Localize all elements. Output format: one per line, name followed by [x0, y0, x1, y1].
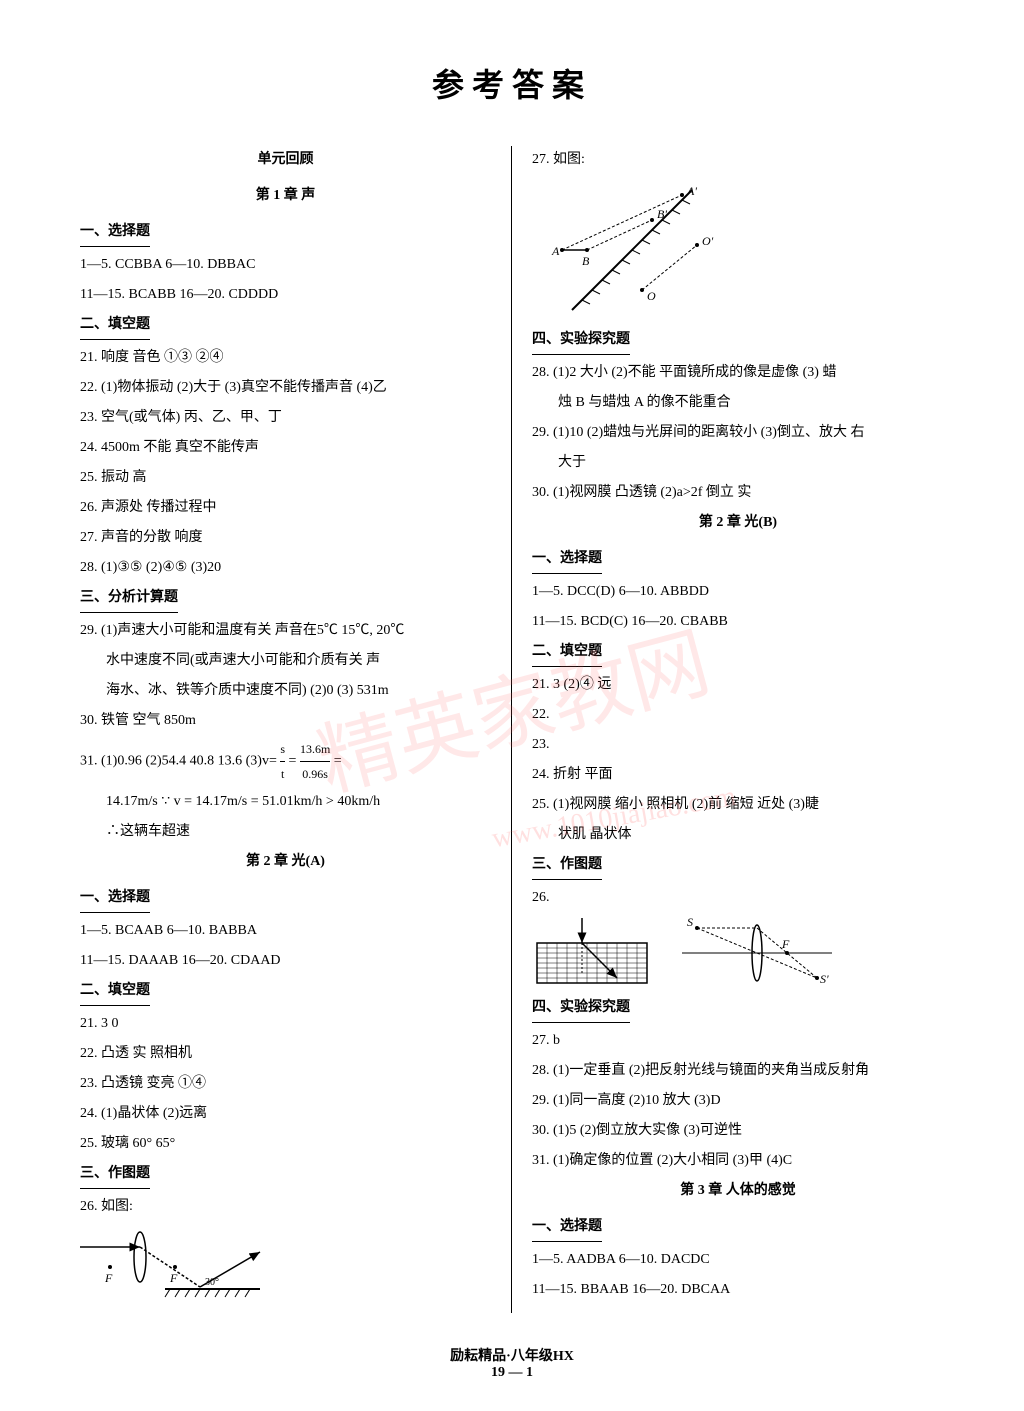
footer-line2: 19 — 1 — [0, 1365, 1024, 1381]
svg-text:30°: 30° — [205, 1277, 219, 1288]
r-q28a: 28. (1)2 大小 (2)不能 平面镜所成的像是虚像 (3) 蜡 — [532, 359, 944, 387]
page-title: 参考答案 — [80, 60, 944, 106]
r-q25c2: 状肌 晶状体 — [532, 821, 944, 849]
r-q29a: 29. (1)10 (2)蜡烛与光屏间的距离较小 (3)倒立、放大 右 — [532, 419, 944, 447]
q24: 24. 4500m 不能 真空不能传声 — [80, 434, 491, 462]
section-choice-1: 一、选择题 — [80, 218, 150, 247]
q27: 27. 声音的分散 响度 — [80, 524, 491, 552]
q26b-label: 26. 如图: — [80, 1193, 491, 1221]
section-draw-2: 三、作图题 — [532, 851, 602, 880]
svg-text:S: S — [687, 918, 693, 929]
q22b: 22. 凸透 实 照相机 — [80, 1040, 491, 1068]
r-q22c: 22. — [532, 701, 944, 729]
r-l3b: 11—15. BCD(C) 16—20. CBABB — [532, 608, 944, 636]
chapter-2a-header: 第 2 章 光(A) — [80, 848, 491, 876]
q24b: 24. (1)晶状体 (2)远离 — [80, 1100, 491, 1128]
unit-review-header: 单元回顾 — [80, 146, 491, 174]
r-q31c: 31. (1)确定像的位置 (2)大小相同 (3)甲 (4)C — [532, 1147, 944, 1175]
svg-text:B: B — [582, 254, 590, 268]
section-exp-2: 四、实验探究题 — [532, 994, 630, 1023]
svg-text:F: F — [104, 1271, 113, 1285]
r-q30c: 30. (1)5 (2)倒立放大实像 (3)可逆性 — [532, 1117, 944, 1145]
q29a: 29. (1)声速大小可能和温度有关 声音在5℃ 15℃, 20℃ — [80, 617, 491, 645]
q21b: 21. 3 0 — [80, 1010, 491, 1038]
content-area: 单元回顾 第 1 章 声 一、选择题 1—5. CCBBA 6—10. DBBA… — [80, 146, 944, 1313]
section-calc-1: 三、分析计算题 — [80, 584, 178, 613]
diagram-26-left: F F 30° — [80, 1227, 491, 1307]
q30: 30. 铁管 空气 850m — [80, 707, 491, 735]
q21: 21. 响度 音色 ①③ ②④ — [80, 344, 491, 372]
r-q30: 30. (1)视网膜 凸透镜 (2)a>2f 倒立 实 — [532, 479, 944, 507]
section-choice-2: 一、选择题 — [80, 884, 150, 913]
q27-label: 27. 如图: — [532, 146, 944, 174]
section-fill-3: 二、填空题 — [532, 638, 602, 667]
svg-text:O': O' — [702, 234, 714, 248]
answer-2-1-5: 1—5. BCAAB 6—10. BABBA — [80, 917, 491, 945]
footer-line1: 励耘精品·八年级HX — [0, 1345, 1024, 1365]
svg-text:O: O — [647, 289, 656, 303]
r-l3a: 1—5. DCC(D) 6—10. ABBDD — [532, 578, 944, 606]
right-column: 27. 如图: A B A' B' — [512, 146, 944, 1313]
answer-1-5: 1—5. CCBBA 6—10. DBBAC — [80, 251, 491, 279]
q22: 22. (1)物体振动 (2)大于 (3)真空不能传播声音 (4)乙 — [80, 374, 491, 402]
section-draw-1: 三、作图题 — [80, 1160, 150, 1189]
q25: 25. 振动 高 — [80, 464, 491, 492]
r-l4a: 1—5. AADBA 6—10. DACDC — [532, 1246, 944, 1274]
r-l4b: 11—15. BBAAB 16—20. DBCAA — [532, 1276, 944, 1304]
svg-text:B': B' — [657, 207, 667, 221]
q23b: 23. 凸透镜 变亮 ①④ — [80, 1070, 491, 1098]
section-exp-1: 四、实验探究题 — [532, 326, 630, 355]
section-fill-1: 二、填空题 — [80, 311, 150, 340]
svg-text:S': S' — [820, 972, 829, 986]
r-q27c: 27. b — [532, 1027, 944, 1055]
r-q29b: 大于 — [532, 449, 944, 477]
r-q25c: 25. (1)视网膜 缩小 照相机 (2)前 缩短 近处 (3)睫 — [532, 791, 944, 819]
q23: 23. 空气(或气体) 丙、乙、甲、丁 — [80, 404, 491, 432]
r-q24c: 24. 折射 平面 — [532, 761, 944, 789]
r-q28c: 28. (1)一定垂直 (2)把反射光线与镜面的夹角当成反射角 — [532, 1057, 944, 1085]
section-choice-4: 一、选择题 — [532, 1213, 602, 1242]
chapter-2b-header: 第 2 章 光(B) — [532, 509, 944, 537]
q28: 28. (1)③⑤ (2)④⑤ (3)20 — [80, 554, 491, 582]
r-q29c: 29. (1)同一高度 (2)10 放大 (3)D — [532, 1087, 944, 1115]
diagram-27-mirror: A B A' B' O O' — [532, 180, 944, 320]
r-q23c: 23. — [532, 731, 944, 759]
q26: 26. 声源处 传播过程中 — [80, 494, 491, 522]
left-column: 单元回顾 第 1 章 声 一、选择题 1—5. CCBBA 6—10. DBBA… — [80, 146, 512, 1313]
q31b: 14.17m/s ∵ v = 14.17m/s = 51.01km/h > 40… — [80, 788, 491, 816]
diagram-26-right: S F S' — [532, 918, 944, 988]
answer-2-11-15: 11—15. DAAAB 16—20. CDAAD — [80, 947, 491, 975]
r-q28b: 烛 B 与蜡烛 A 的像不能重合 — [532, 389, 944, 417]
section-choice-3: 一、选择题 — [532, 545, 602, 574]
q31a: 31. (1)0.96 (2)54.4 40.8 13.6 (3)v= st =… — [80, 737, 491, 786]
q29b: 水中速度不同(或声速大小可能和介质有关 声 — [80, 647, 491, 675]
svg-text:A: A — [551, 244, 560, 258]
chapter-1-header: 第 1 章 声 — [80, 182, 491, 210]
chapter-3-header: 第 3 章 人体的感觉 — [532, 1177, 944, 1205]
q29c: 海水、冰、铁等介质中速度不同) (2)0 (3) 531m — [80, 677, 491, 705]
r-q26c: 26. — [532, 884, 944, 912]
page-footer: 励耘精品·八年级HX 19 — 1 — [0, 1345, 1024, 1381]
r-q21c: 21. 3 (2)④ 远 — [532, 671, 944, 699]
answer-11-15: 11—15. BCABB 16—20. CDDDD — [80, 281, 491, 309]
section-fill-2: 二、填空题 — [80, 977, 150, 1006]
q25b: 25. 玻璃 60° 65° — [80, 1130, 491, 1158]
svg-text:F: F — [169, 1271, 178, 1285]
q31c: ∴这辆车超速 — [80, 818, 491, 846]
svg-text:A': A' — [686, 184, 697, 198]
